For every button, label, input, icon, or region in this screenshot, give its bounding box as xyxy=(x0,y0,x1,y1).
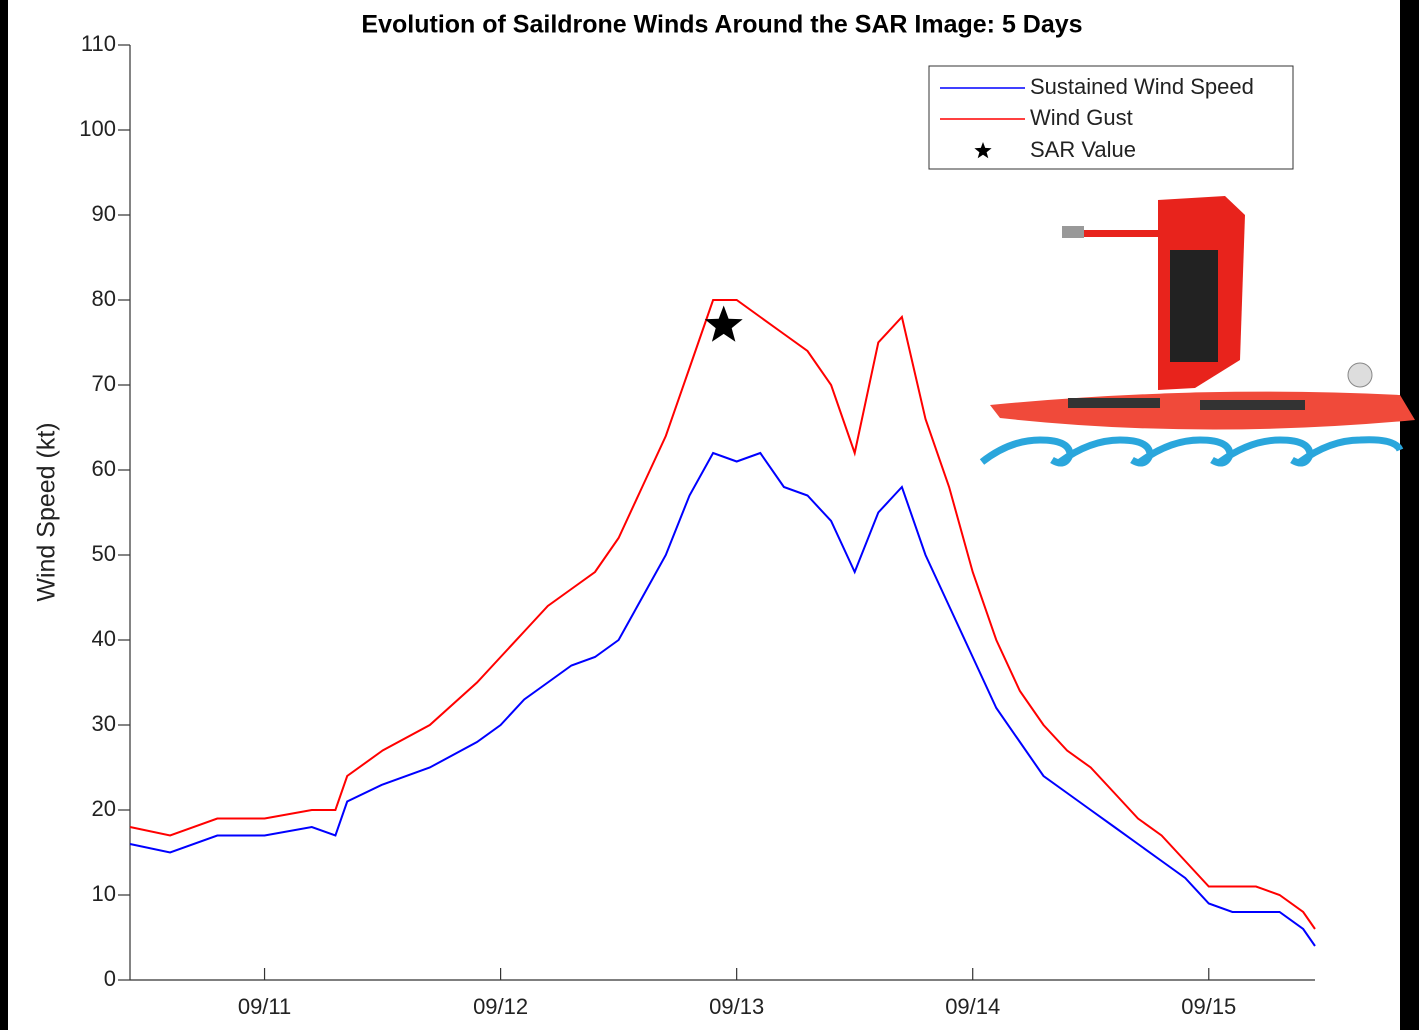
solar-panel xyxy=(1068,398,1160,408)
series-line xyxy=(129,451,1316,947)
y-tick-label: 60 xyxy=(92,456,116,481)
legend-label: SAR Value xyxy=(1030,137,1136,162)
x-tick-label: 09/14 xyxy=(945,994,1000,1019)
series-line xyxy=(129,299,1316,930)
x-tick-label: 09/13 xyxy=(709,994,764,1019)
x-tick-label: 09/11 xyxy=(238,994,291,1019)
y-tick-label: 70 xyxy=(92,371,116,396)
legend xyxy=(928,65,1294,170)
sensor xyxy=(1062,226,1084,238)
y-tick-label: 20 xyxy=(92,796,116,821)
x-tick-label: 09/12 xyxy=(473,994,528,1019)
saildrone-illustration xyxy=(979,196,1415,467)
y-tick-label: 50 xyxy=(92,541,116,566)
y-tick-label: 40 xyxy=(92,626,116,651)
sail-panel xyxy=(1170,250,1218,362)
background xyxy=(8,0,1400,1030)
y-tick-label: 0 xyxy=(104,966,116,991)
legend-label: Sustained Wind Speed xyxy=(1030,74,1254,99)
solar-panel xyxy=(1200,400,1305,410)
boom xyxy=(1080,230,1160,237)
x-tick-label: 09/15 xyxy=(1181,994,1236,1019)
legend-label: Wind Gust xyxy=(1030,105,1133,130)
antenna xyxy=(1347,362,1373,388)
y-tick-label: 110 xyxy=(81,31,116,56)
y-tick-label: 80 xyxy=(92,286,116,311)
y-axis-label: Wind Speed (kt) xyxy=(33,422,61,601)
chart-title: Evolution of Saildrone Winds Around the … xyxy=(361,11,1082,39)
y-tick-label: 30 xyxy=(92,711,116,736)
sar-marker xyxy=(704,305,743,342)
waves xyxy=(979,436,1404,467)
y-tick-label: 10 xyxy=(92,881,116,906)
y-tick-label: 100 xyxy=(79,116,116,141)
legend-marker xyxy=(974,142,992,159)
y-tick-label: 90 xyxy=(92,201,116,226)
